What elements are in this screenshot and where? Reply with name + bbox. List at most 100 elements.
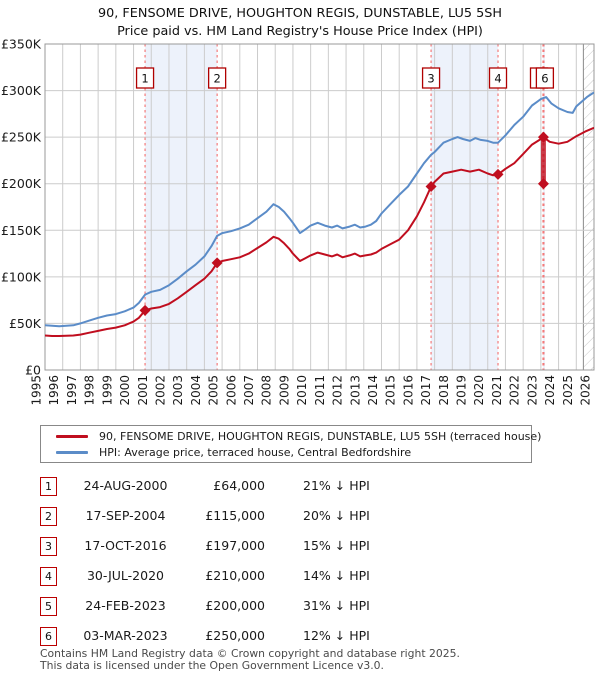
sale-number-badge: 4	[40, 567, 57, 586]
sale-vs-hpi: 14% ↓ HPI	[303, 568, 370, 583]
x-tick-label: 1996	[47, 375, 61, 406]
x-tick-label: 1998	[83, 375, 97, 406]
x-tick-label: 2003	[171, 375, 185, 406]
sale-number-label: 2	[213, 72, 220, 86]
sale-number-label: 1	[141, 72, 148, 86]
hpi-swatch	[56, 451, 88, 454]
x-tick-label: 1995	[30, 375, 44, 406]
legend-row-hpi: HPI: Average price, terraced house, Cent…	[41, 444, 531, 461]
sale-marker-diamond	[211, 257, 223, 269]
sale-marker-diamond	[139, 304, 151, 316]
x-tick-label: 2022	[508, 375, 522, 406]
x-tick-label: 2007	[242, 375, 256, 406]
sale-vs-hpi: 21% ↓ HPI	[303, 478, 370, 493]
footer-line1: Contains HM Land Registry data © Crown c…	[40, 647, 460, 660]
sale-markers	[139, 131, 549, 316]
sale-number-badge: 1	[40, 477, 57, 496]
sale-row-1: 1 24-AUG-2000 £64,000 21% ↓ HPI	[0, 477, 600, 497]
sale-number-box-2	[207, 67, 227, 89]
x-tick-label: 1997	[65, 375, 79, 406]
y-tick-label: £350K	[1, 37, 42, 52]
sale-date: 17-OCT-2016	[84, 538, 167, 553]
y-tick-label: £250K	[1, 130, 42, 145]
sale-vs-hpi: 31% ↓ HPI	[303, 598, 370, 613]
sale-marker-diamond	[537, 131, 549, 143]
sale-row-6: 6 03-MAR-2023 £250,000 12% ↓ HPI	[0, 627, 600, 647]
x-tick-label: 2023	[525, 375, 539, 406]
y-tick-label: £100K	[1, 269, 42, 284]
x-tick-label: 2020	[472, 375, 486, 406]
legend-label-price-paid: 90, FENSOME DRIVE, HOUGHTON REGIS, DUNST…	[99, 430, 542, 443]
x-tick-label: 2012	[331, 375, 345, 406]
y-tick-label: £50K	[9, 316, 42, 331]
chart-legend: 90, FENSOME DRIVE, HOUGHTON REGIS, DUNST…	[40, 425, 541, 463]
x-tick-label: 2017	[419, 375, 433, 406]
x-tick-label: 2019	[455, 375, 469, 406]
sale-marker-diamond	[537, 178, 549, 190]
plot-frame	[44, 43, 595, 371]
x-tick-label: 2006	[224, 375, 238, 406]
sale-number-badge: 5	[40, 597, 57, 616]
x-tick-label: 2002	[153, 375, 167, 406]
x-tick-label: 2026	[579, 375, 593, 406]
y-tick-label: £200K	[1, 176, 42, 191]
sale-price: £115,000	[205, 508, 265, 523]
x-tick-label: 2001	[136, 375, 150, 406]
legend-label-hpi: HPI: Average price, terraced house, Cent…	[99, 446, 412, 459]
sale-price: £200,000	[205, 598, 265, 613]
future-hatch-region	[583, 44, 594, 370]
x-tick-label: 2014	[366, 375, 380, 406]
x-tick-label: 2011	[313, 375, 327, 406]
hpi-line	[45, 91, 594, 328]
shaded-bands	[145, 44, 545, 370]
x-tick-label: 2024	[543, 375, 557, 406]
price-paid-swatch	[56, 435, 88, 438]
x-tick-label: 2015	[384, 375, 398, 406]
shaded-band	[542, 44, 545, 370]
sale-number-label: 6	[541, 72, 548, 86]
sale-date: 24-FEB-2023	[85, 598, 166, 613]
x-tick-label: 2009	[277, 375, 291, 406]
x-tick-label: 2004	[189, 375, 203, 406]
x-tick-label: 2010	[295, 375, 309, 406]
y-tick-label: £0	[25, 363, 41, 378]
chart-title: 90, FENSOME DRIVE, HOUGHTON REGIS, DUNST…	[0, 5, 600, 41]
shaded-band	[145, 44, 218, 370]
sale-price: £250,000	[205, 628, 265, 643]
sale-row-5: 5 24-FEB-2023 £200,000 31% ↓ HPI	[0, 597, 600, 617]
x-tick-label: 1999	[100, 375, 114, 406]
sale-price: £210,000	[205, 568, 265, 583]
shaded-band	[431, 44, 499, 370]
x-tick-label: 2016	[401, 375, 415, 406]
sale-marker-diamond	[425, 181, 437, 193]
sale-date: 03-MAR-2023	[83, 628, 168, 643]
sale-number-label: 3	[427, 72, 434, 86]
sale-number-box-1	[135, 67, 155, 89]
license-footer: Contains HM Land Registry data © Crown c…	[40, 648, 596, 671]
legend-row-price-paid: 90, FENSOME DRIVE, HOUGHTON REGIS, DUNST…	[41, 428, 541, 445]
x-tick-label: 2025	[561, 375, 575, 406]
sale-number-badge: 2	[40, 507, 57, 526]
y-tick-label: £300K	[1, 83, 42, 98]
x-tick-label: 2018	[437, 375, 451, 406]
sale-vs-hpi: 15% ↓ HPI	[303, 538, 370, 553]
sale-number-label: 4	[494, 72, 501, 86]
x-tick-label: 2013	[348, 375, 362, 406]
sale-number-badge: 6	[40, 627, 57, 646]
gridlines	[44, 43, 595, 371]
y-tick-label: £150K	[1, 223, 42, 238]
sale-price: £197,000	[205, 538, 265, 553]
sale-date: 24-AUG-2000	[83, 478, 168, 493]
sale-date: 30-JUL-2020	[86, 568, 164, 583]
sale-number-box-3	[421, 67, 441, 89]
sale-vs-hpi: 20% ↓ HPI	[303, 508, 370, 523]
sale-row-2: 2 17-SEP-2004 £115,000 20% ↓ HPI	[0, 507, 600, 527]
footer-line2: This data is licensed under the Open Gov…	[40, 658, 384, 672]
x-tick-label: 2008	[260, 375, 274, 406]
chart-title-line2: Price paid vs. HM Land Registry's House …	[117, 24, 483, 39]
sale-number-boxes: 123456	[135, 67, 555, 89]
sale-vs-hpi: 12% ↓ HPI	[303, 628, 370, 643]
sale-row-3: 3 17-OCT-2016 £197,000 15% ↓ HPI	[0, 537, 600, 557]
sale-number-box-4	[488, 67, 508, 89]
